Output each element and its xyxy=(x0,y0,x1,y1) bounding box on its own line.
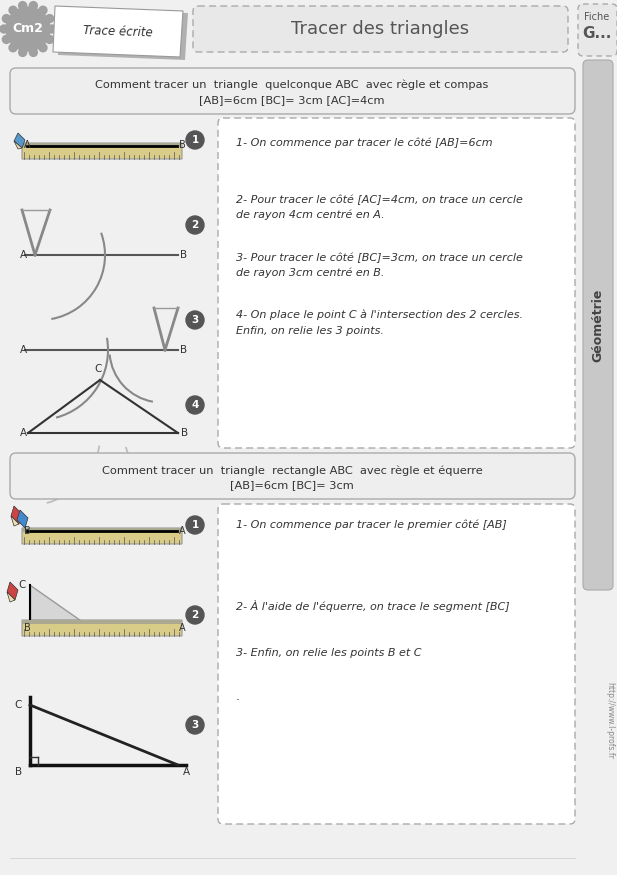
Text: A: A xyxy=(20,345,27,355)
Text: B: B xyxy=(181,428,188,438)
Circle shape xyxy=(39,6,47,14)
Text: Fiche: Fiche xyxy=(584,12,610,22)
Text: 3: 3 xyxy=(191,720,199,730)
Circle shape xyxy=(46,15,54,23)
Text: 1: 1 xyxy=(191,135,199,145)
Circle shape xyxy=(48,25,56,33)
Text: A: A xyxy=(183,767,190,777)
Text: 2- Pour tracer le côté [AC]=4cm, on trace un cercle: 2- Pour tracer le côté [AC]=4cm, on trac… xyxy=(236,195,523,206)
Text: de rayon 4cm centré en A.: de rayon 4cm centré en A. xyxy=(236,210,384,220)
Polygon shape xyxy=(58,8,188,60)
Text: C: C xyxy=(94,364,102,374)
Circle shape xyxy=(2,35,10,44)
Text: 1- On commence par tracer le côté [AB]=6cm: 1- On commence par tracer le côté [AB]=6… xyxy=(236,137,492,148)
Text: Enfin, on relie les 3 points.: Enfin, on relie les 3 points. xyxy=(236,326,384,336)
FancyBboxPatch shape xyxy=(22,620,182,624)
Text: 3- Enfin, on relie les points B et C: 3- Enfin, on relie les points B et C xyxy=(236,648,421,658)
Text: .: . xyxy=(236,690,240,703)
FancyBboxPatch shape xyxy=(22,528,182,532)
FancyBboxPatch shape xyxy=(22,143,182,159)
Polygon shape xyxy=(17,510,28,528)
Circle shape xyxy=(186,311,204,329)
Text: Comment tracer un  triangle  quelconque ABC  avec règle et compas: Comment tracer un triangle quelconque AB… xyxy=(95,80,489,90)
Circle shape xyxy=(39,44,47,52)
Circle shape xyxy=(9,6,17,14)
Text: Géométrie: Géométrie xyxy=(592,288,605,361)
Text: 4- On place le point C à l'intersection des 2 cercles.: 4- On place le point C à l'intersection … xyxy=(236,310,523,320)
Text: [AB]=6cm [BC]= 3cm: [AB]=6cm [BC]= 3cm xyxy=(230,480,354,490)
Polygon shape xyxy=(11,506,22,524)
Text: Trace écrite: Trace écrite xyxy=(83,24,153,39)
Polygon shape xyxy=(7,592,15,602)
FancyBboxPatch shape xyxy=(0,0,617,58)
Text: Cm2: Cm2 xyxy=(12,23,43,36)
FancyBboxPatch shape xyxy=(193,6,568,52)
FancyBboxPatch shape xyxy=(10,68,575,114)
Text: B: B xyxy=(24,623,31,633)
FancyBboxPatch shape xyxy=(22,143,182,147)
FancyBboxPatch shape xyxy=(10,453,575,499)
Text: 1- On commence par tracer le premier côté [AB]: 1- On commence par tracer le premier côt… xyxy=(236,520,507,530)
Polygon shape xyxy=(53,6,183,57)
Text: 3- Pour tracer le côté [BC]=3cm, on trace un cercle: 3- Pour tracer le côté [BC]=3cm, on trac… xyxy=(236,253,523,263)
Polygon shape xyxy=(7,582,18,600)
Circle shape xyxy=(186,216,204,234)
Circle shape xyxy=(46,35,54,44)
Text: Tracer des triangles: Tracer des triangles xyxy=(291,20,469,38)
Text: A: A xyxy=(24,140,31,150)
Circle shape xyxy=(9,44,17,52)
Text: A: A xyxy=(179,623,186,633)
Polygon shape xyxy=(30,585,80,620)
Text: B: B xyxy=(24,526,31,536)
Text: 2: 2 xyxy=(191,220,199,230)
Text: A: A xyxy=(20,250,27,260)
Text: A: A xyxy=(20,428,27,438)
Text: 3: 3 xyxy=(191,315,199,325)
Text: G...: G... xyxy=(582,26,611,41)
Text: B: B xyxy=(180,345,187,355)
Text: http://www.l-profs.fr: http://www.l-profs.fr xyxy=(605,682,615,759)
Circle shape xyxy=(186,516,204,534)
Circle shape xyxy=(19,2,27,10)
Polygon shape xyxy=(11,516,19,526)
Circle shape xyxy=(2,15,10,23)
Polygon shape xyxy=(14,141,22,149)
Text: 1: 1 xyxy=(191,520,199,530)
Circle shape xyxy=(6,7,50,51)
FancyBboxPatch shape xyxy=(22,528,182,544)
Text: A: A xyxy=(179,526,186,536)
FancyBboxPatch shape xyxy=(22,620,182,636)
Circle shape xyxy=(19,48,27,56)
Text: C: C xyxy=(15,700,22,710)
Polygon shape xyxy=(14,133,25,148)
Circle shape xyxy=(186,716,204,734)
FancyBboxPatch shape xyxy=(218,504,575,824)
Circle shape xyxy=(186,606,204,624)
Text: 2: 2 xyxy=(191,610,199,620)
Text: 4: 4 xyxy=(191,400,199,410)
Circle shape xyxy=(186,131,204,149)
Text: B: B xyxy=(179,140,186,150)
FancyBboxPatch shape xyxy=(583,60,613,590)
Text: [AB]=6cm [BC]= 3cm [AC]=4cm: [AB]=6cm [BC]= 3cm [AC]=4cm xyxy=(199,95,385,105)
Text: B: B xyxy=(15,767,22,777)
Circle shape xyxy=(186,396,204,414)
Circle shape xyxy=(30,2,38,10)
Text: C: C xyxy=(18,580,25,590)
Text: de rayon 3cm centré en B.: de rayon 3cm centré en B. xyxy=(236,268,384,278)
Circle shape xyxy=(0,25,8,33)
Text: Comment tracer un  triangle  rectangle ABC  avec règle et équerre: Comment tracer un triangle rectangle ABC… xyxy=(102,465,482,475)
Circle shape xyxy=(30,48,38,56)
Text: 2- À l'aide de l'équerre, on trace le segment [BC]: 2- À l'aide de l'équerre, on trace le se… xyxy=(236,600,510,612)
FancyBboxPatch shape xyxy=(578,4,617,56)
Text: B: B xyxy=(180,250,187,260)
FancyBboxPatch shape xyxy=(218,118,575,448)
